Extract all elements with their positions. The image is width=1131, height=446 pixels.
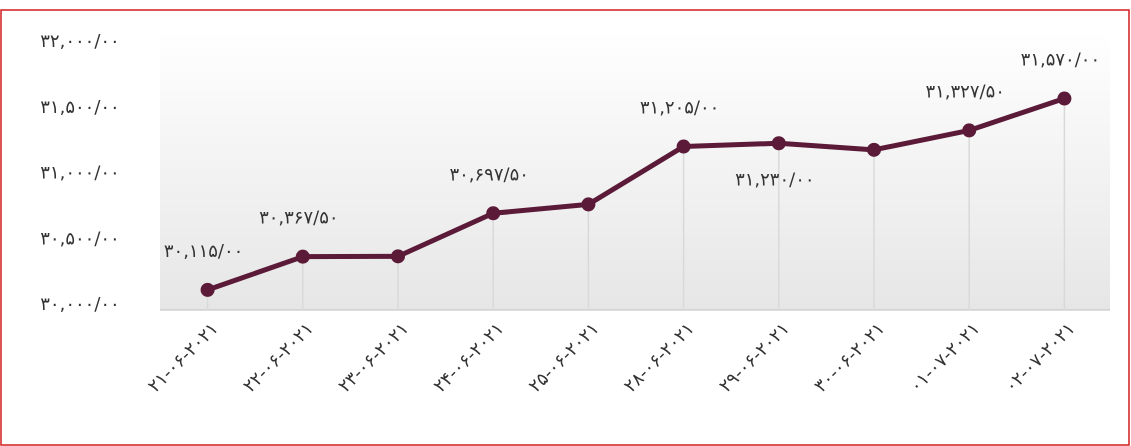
marker [962,123,977,138]
x-tick-label: ۲۸-۰۶-۲۰۲۱ [620,318,699,397]
y-tick-label: ۳۱,۰۰۰/۰۰ [40,163,119,184]
line [206,96,1066,293]
marker [1057,91,1072,106]
data-label: ۳۰,۱۱۵/۰۰ [164,241,243,262]
frame [0,9,1130,446]
plot-area [160,30,1110,310]
data-label: ۳۱,۵۷۰/۰۰ [1021,50,1100,71]
marker [295,249,310,264]
y-tick-label: ۳۱,۵۰۰/۰۰ [40,97,119,118]
data-label: ۳۰,۳۶۷/۵۰ [259,208,338,229]
marker [581,197,596,212]
data-label: ۳۱,۲۰۵/۰۰ [640,98,719,119]
data-label: ۳۱,۲۳۰/۰۰ [735,169,814,190]
marker [867,142,881,157]
data-label: ۳۱,۳۲۷/۵۰ [925,81,1004,102]
y-tick-label: ۳۰,۰۰۰/۰۰ [40,294,119,315]
x-tick-label: ۳۰-۰۶-۲۰۲۱ [810,318,889,397]
x-tick-label: ۲۱-۰۶-۲۰۲۱ [144,318,223,397]
y-tick-label: ۳۲,۰۰۰/۰۰ [40,31,119,52]
marker [486,206,501,221]
x-tick-label: ۲۴-۰۶-۲۰۲۱ [430,318,509,397]
y-tick-label: ۳۰,۵۰۰/۰۰ [40,228,119,249]
x-tick-label: ۰۲-۰۷-۲۰۲۱ [1001,318,1080,397]
x-tick-label: ۲۳-۰۶-۲۰۲۱ [334,318,413,397]
x-tick-label: ۲۹-۰۶-۲۰۲۱ [715,318,794,397]
marker [771,136,786,151]
data-label: ۳۰,۶۹۷/۵۰ [449,164,528,185]
x-tick-label: ۰۱-۰۷-۲۰۲۱ [906,318,985,397]
x-tick-label: ۲۵-۰۶-۲۰۲۱ [525,318,604,397]
marker [391,249,405,264]
marker [676,139,691,154]
x-tick-label: ۲۲-۰۶-۲۰۲۱ [239,318,318,397]
marker [200,282,215,297]
